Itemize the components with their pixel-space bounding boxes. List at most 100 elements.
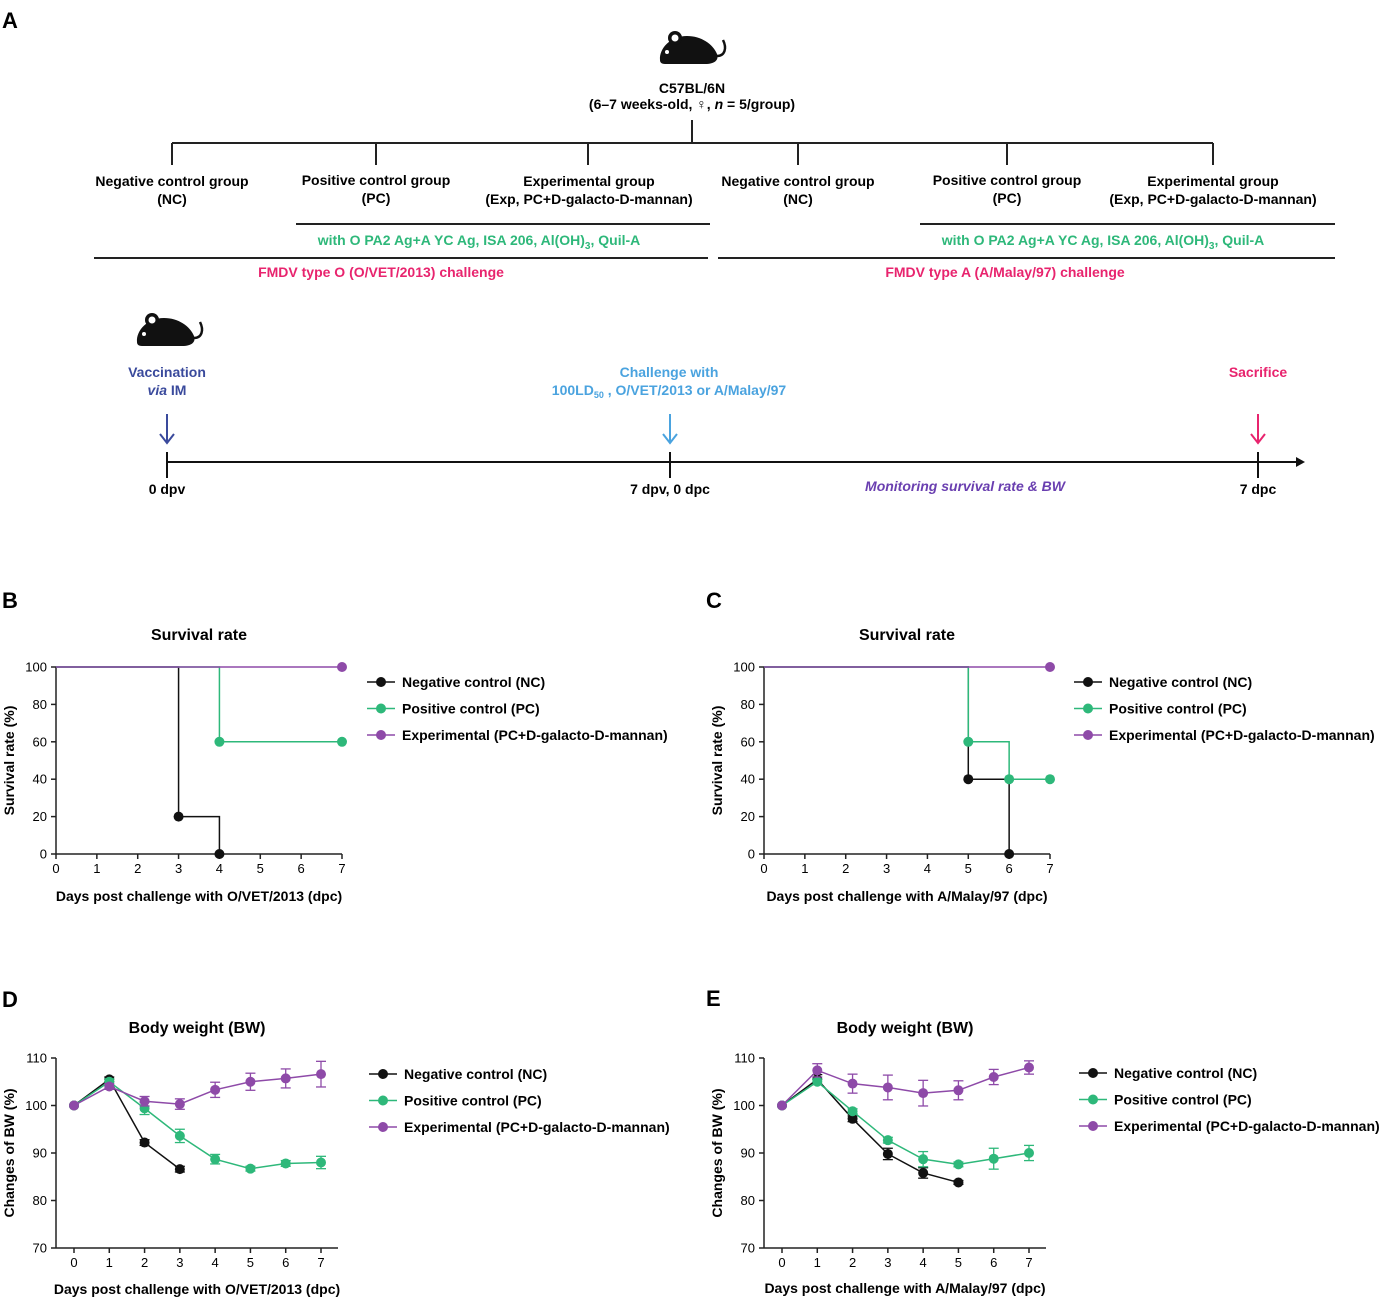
data-point-exp	[847, 1078, 858, 1089]
series-line-pc	[781, 1080, 1030, 1166]
data-point-exp	[210, 1084, 221, 1095]
x-axis-label: Days post challenge with A/Malay/97 (dpc…	[766, 888, 1047, 904]
timeline-t0: 0 dpv	[149, 481, 186, 497]
data-point-nc	[173, 811, 184, 822]
series-line-pc	[764, 666, 1050, 780]
x-tick-label: 7	[1025, 1255, 1032, 1270]
data-point-exp	[316, 1069, 326, 1080]
mouse-strain: C57BL/6N	[659, 80, 725, 96]
x-tick-label: 0	[778, 1255, 785, 1270]
chart-bodyweight-o: Body weight (BW) 0 1 2 3 4 5 6 7 70 80 90 100 110 Chan…	[1, 1020, 670, 1297]
x-tick-label: 7	[317, 1255, 324, 1270]
x-tick-label: 6	[282, 1255, 289, 1270]
x-tick-label: 3	[175, 861, 182, 876]
series-line-exp	[781, 1066, 1030, 1107]
data-point-nc	[139, 1137, 150, 1148]
data-point-pc	[1024, 1148, 1034, 1158]
data-point-nc	[953, 1177, 964, 1188]
panel-a: A C57BL/6N (6–7 weeks-old, ♀, n = 5/grou…	[2, 8, 1335, 497]
chart-title: Survival rate	[151, 627, 247, 644]
y-axis-label: Survival rate (%)	[709, 706, 725, 816]
data-point-pc	[214, 736, 225, 747]
right-group-nc-name: Negative control group	[721, 173, 874, 189]
legend-label-pc: Positive control (PC)	[402, 701, 540, 717]
data-point-exp	[337, 662, 347, 672]
x-tick-label: 0	[70, 1255, 77, 1270]
data-point-exp	[1045, 662, 1055, 672]
x-tick-label: 7	[1046, 861, 1053, 876]
timeline-tend: 7 dpc	[1240, 481, 1277, 497]
x-tick-label: 6	[1006, 861, 1013, 876]
data-point-pc	[988, 1153, 999, 1164]
data-point-pc	[174, 1130, 185, 1141]
x-tick-label: 0	[52, 861, 59, 876]
data-point-pc	[337, 736, 347, 747]
left-group-nc-abbr: (NC)	[157, 191, 187, 207]
x-tick-label: 3	[176, 1255, 183, 1270]
y-tick-label: 40	[33, 772, 47, 787]
x-tick-label: 6	[298, 861, 305, 876]
y-axis-label: Changes of BW (%)	[1, 1088, 17, 1217]
y-tick-label: 80	[741, 697, 755, 712]
panel-label-a: A	[2, 8, 18, 33]
series-line-nc	[73, 1078, 181, 1170]
right-group-pc-abbr: (PC)	[993, 190, 1022, 206]
left-group-exp-abbr: (Exp, PC+D-galacto-D-mannan)	[485, 191, 692, 207]
y-tick-label: 110	[26, 1051, 47, 1066]
x-tick-label: 1	[801, 861, 808, 876]
x-tick-label: 5	[257, 861, 264, 876]
y-tick-label: 70	[741, 1241, 755, 1256]
chart-title: Survival rate	[859, 627, 955, 644]
x-tick-label: 2	[141, 1255, 148, 1270]
data-point-exp	[953, 1085, 964, 1096]
data-point-pc	[210, 1154, 221, 1165]
x-tick-label: 0	[760, 861, 767, 876]
vaccine-composition-right: with O PA2 Ag+A YC Ag, ISA 206, Al(OH)3,…	[941, 232, 1265, 252]
challenge-label-right: FMDV type A (A/Malay/97) challenge	[885, 264, 1125, 280]
data-point-pc	[245, 1163, 256, 1174]
legend-label-pc: Positive control (PC)	[1114, 1092, 1252, 1108]
y-tick-label: 100	[25, 660, 47, 675]
x-tick-label: 4	[920, 1255, 927, 1270]
legend-label-nc: Negative control (NC)	[404, 1066, 547, 1082]
data-point-exp	[777, 1100, 787, 1111]
legend-label-nc: Negative control (NC)	[1109, 674, 1252, 690]
data-point-pc	[918, 1154, 929, 1165]
legend-label-exp: Experimental (PC+D-galacto-D-mannan)	[404, 1119, 670, 1135]
data-point-nc	[882, 1148, 893, 1159]
legend-label-pc: Positive control (PC)	[404, 1093, 542, 1109]
x-tick-label: 4	[924, 861, 931, 876]
legend-label-nc: Negative control (NC)	[402, 674, 545, 690]
left-group-pc-abbr: (PC)	[362, 190, 391, 206]
vaccination-label: Vaccination	[128, 364, 206, 380]
x-tick-label: 7	[338, 861, 345, 876]
data-point-exp	[1024, 1062, 1034, 1073]
legend-marker-exp	[1083, 730, 1093, 740]
challenge-label-left: FMDV type O (O/VET/2013) challenge	[258, 264, 504, 280]
y-tick-label: 20	[33, 809, 47, 824]
x-tick-label: 1	[814, 1255, 821, 1270]
data-point-exp	[918, 1088, 929, 1099]
y-tick-label: 100	[733, 660, 755, 675]
x-tick-label: 5	[247, 1255, 254, 1270]
right-group-exp-abbr: (Exp, PC+D-galacto-D-mannan)	[1109, 191, 1316, 207]
monitoring-label: Monitoring survival rate & BW	[865, 478, 1067, 494]
cohort-info: (6–7 weeks-old, ♀, n = 5/group)	[589, 96, 795, 112]
data-point-exp	[104, 1081, 115, 1092]
x-axis-label: Days post challenge with O/VET/2013 (dpc…	[56, 888, 342, 904]
y-tick-label: 70	[33, 1241, 47, 1256]
data-point-nc	[963, 774, 974, 785]
chart-survival-a: Survival rate 0 1 2 3 4 5 6 7 0 20 40 60 80 100 Surviva…	[709, 627, 1375, 904]
legend-marker-nc	[1088, 1068, 1098, 1078]
mouse-icon-timeline	[136, 313, 204, 346]
y-tick-label: 80	[33, 1193, 47, 1208]
panel-label-e: E	[706, 986, 721, 1011]
y-tick-label: 0	[748, 847, 755, 862]
data-point-pc	[812, 1076, 823, 1087]
data-point-exp	[280, 1073, 291, 1084]
chart-title: Body weight (BW)	[837, 1020, 974, 1037]
challenge-timeline-label: Challenge with	[620, 364, 719, 380]
y-tick-label: 80	[33, 697, 47, 712]
vaccine-composition-left: with O PA2 Ag+A YC Ag, ISA 206, Al(OH)3,…	[317, 232, 641, 252]
